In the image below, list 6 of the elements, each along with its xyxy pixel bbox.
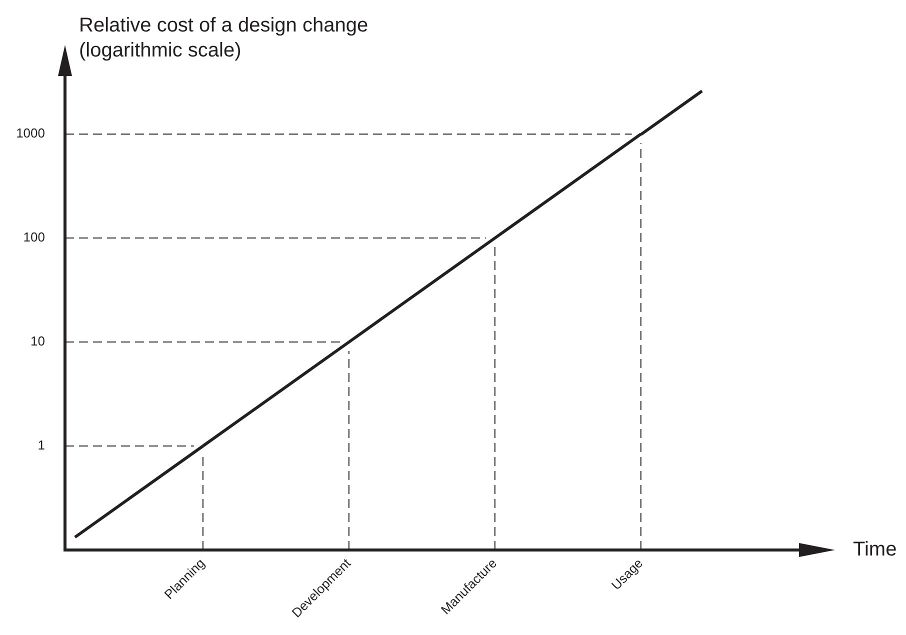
y-tick-label: 1 [38,438,45,453]
y-axis-title: Relative cost of a design change (logarithmic scale) [79,14,368,62]
y-tick-label: 1000 [16,126,45,141]
text: Time [853,538,897,561]
y-tick-label: 10 [30,334,45,349]
y-tick-label: 100 [23,230,45,245]
